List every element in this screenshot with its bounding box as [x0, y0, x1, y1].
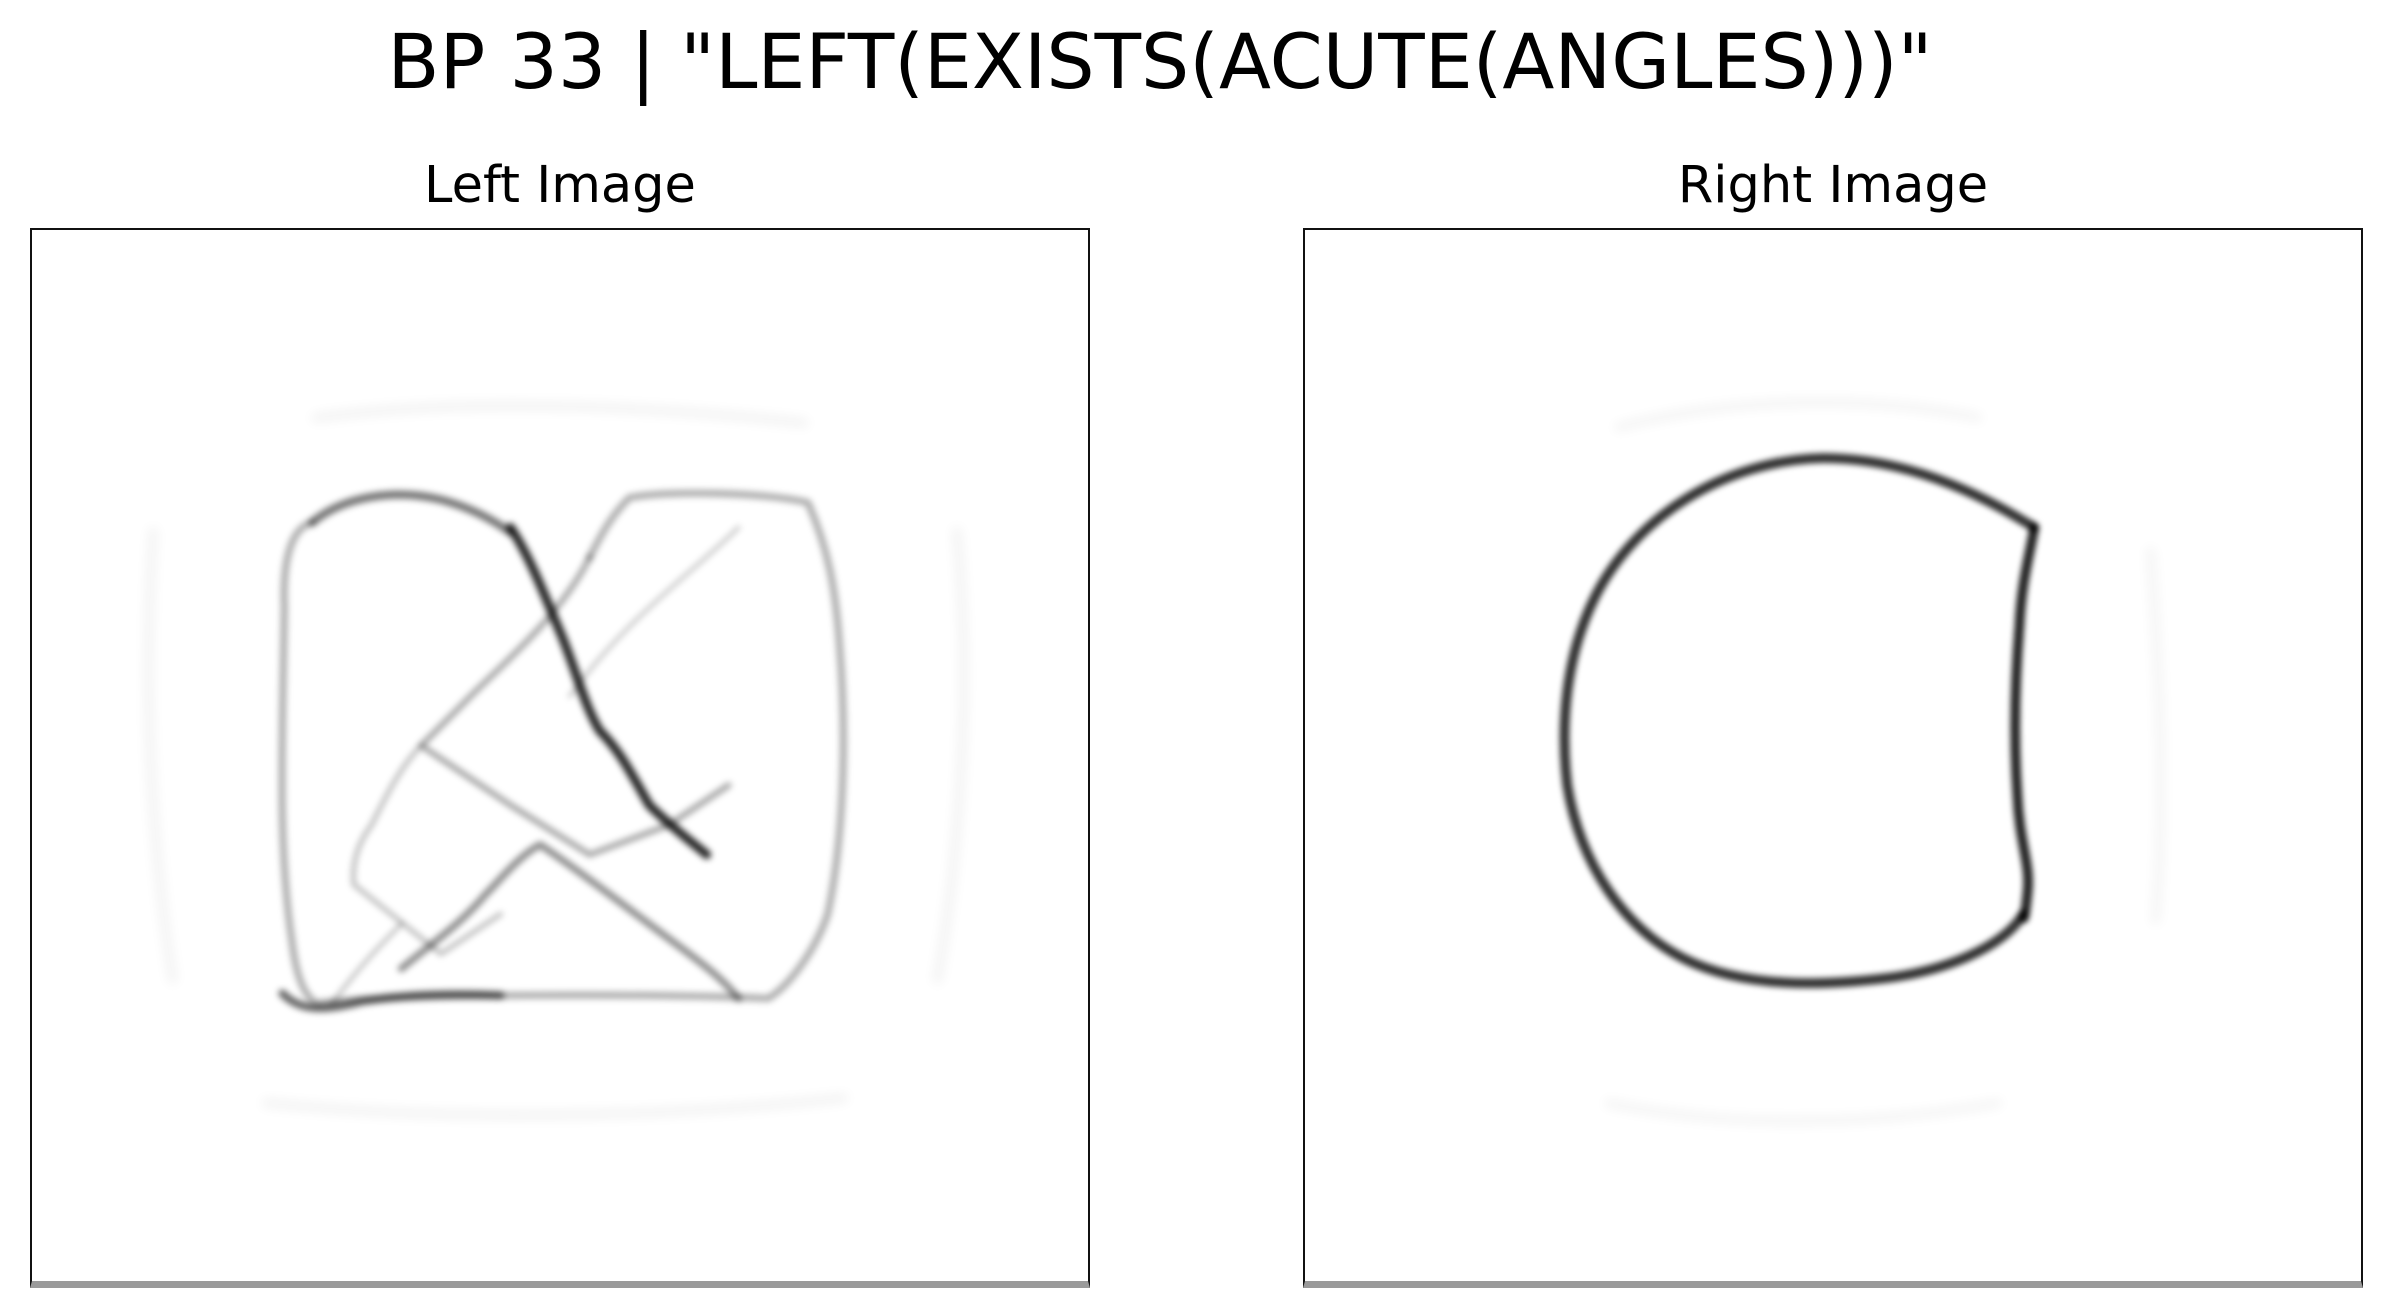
d-shape-chord [2015, 527, 2034, 918]
left-panel-title: Left Image [30, 155, 1090, 217]
left-image-panel [30, 228, 1090, 1288]
dark-diagonal [510, 527, 706, 854]
d-shape-arc [1565, 458, 2035, 983]
inner-peak [401, 845, 738, 999]
right-panel-title: Right Image [1303, 155, 2363, 217]
left-image-drawing [32, 230, 1088, 1281]
figure-title: BP 33 | "LEFT(EXISTS(ACUTE(ANGLES)))" [0, 16, 2320, 108]
outer-outline [282, 493, 843, 1003]
right-image-panel [1303, 228, 2363, 1288]
right-image-drawing [1305, 230, 2361, 1281]
